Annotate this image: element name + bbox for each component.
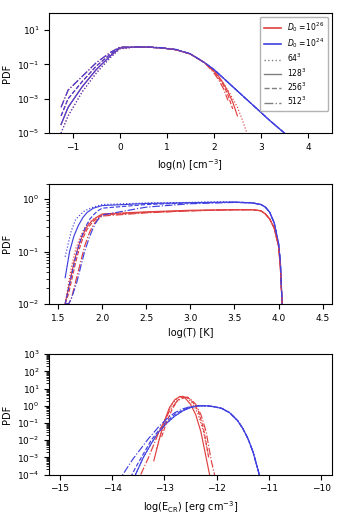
Y-axis label: PDF: PDF [2,234,12,253]
X-axis label: log(E$_{\mathrm{CR}}$) [erg cm$^{-3}$]: log(E$_{\mathrm{CR}}$) [erg cm$^{-3}$] [143,499,238,513]
Y-axis label: PDF: PDF [2,405,12,424]
Legend: $D_0 = 10^{26}$, $D_0 = 10^{24}$, $64^3$, $128^3$, $256^3$, $512^3$: $D_0 = 10^{26}$, $D_0 = 10^{24}$, $64^3$… [260,16,328,111]
X-axis label: log(T) [K]: log(T) [K] [168,328,213,338]
X-axis label: log(n) [cm$^{-3}$]: log(n) [cm$^{-3}$] [157,157,223,173]
Y-axis label: PDF: PDF [2,63,12,83]
